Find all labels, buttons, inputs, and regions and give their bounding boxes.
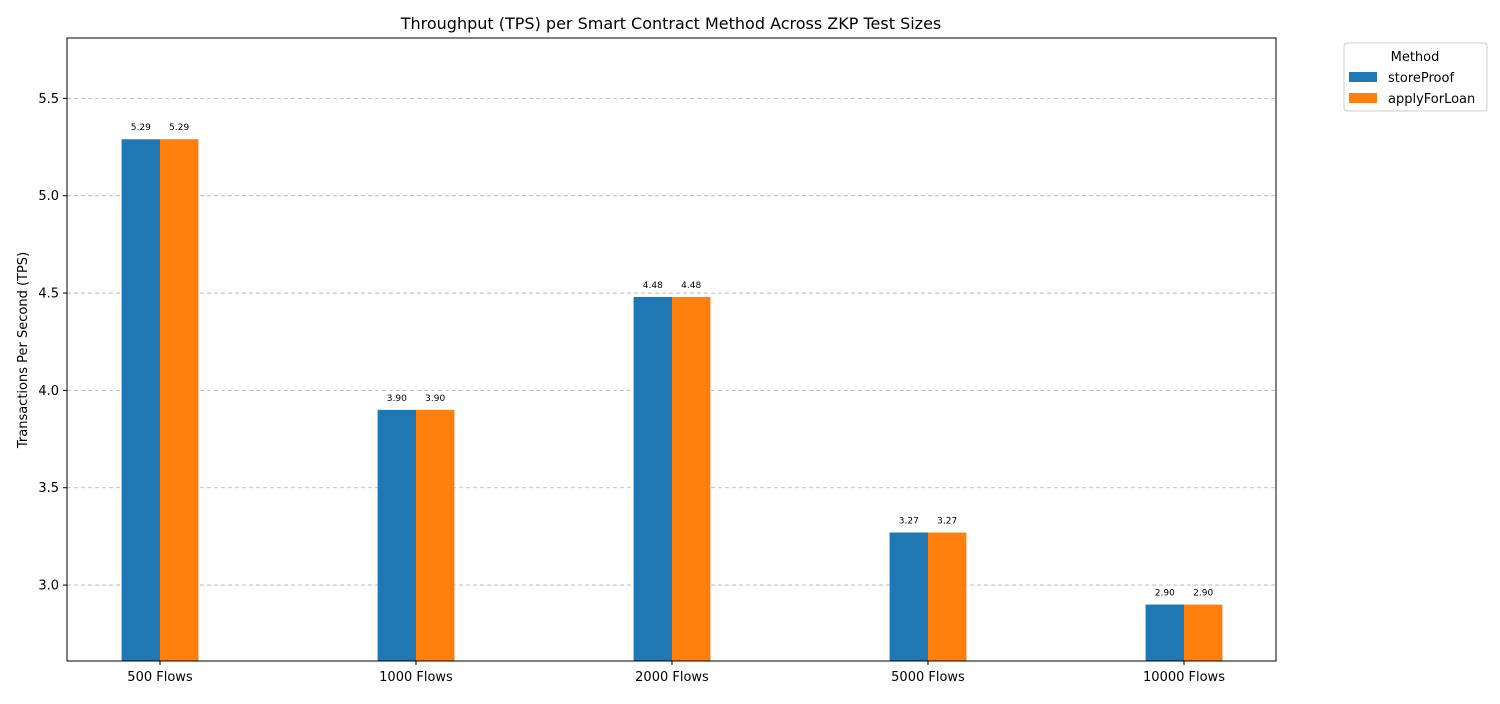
x-tick-label: 2000 Flows — [635, 670, 709, 685]
y-tick-label: 4.0 — [38, 384, 59, 399]
x-axis: 500 Flows 1000 Flows 2000 Flows 5000 Flows 1… — [127, 661, 1225, 685]
y-tick-label: 4.5 — [38, 287, 59, 302]
data-labels: 5.29 5.29 3.90 3.90 4.48 4.48 3.27 3.27 2.90 2.90 — [131, 123, 1214, 598]
data-label: 2.90 — [1193, 589, 1213, 599]
bar-storeproof — [889, 532, 928, 661]
data-label: 4.48 — [681, 281, 701, 291]
bar-storeproof — [121, 139, 160, 662]
y-tick-label: 3.5 — [38, 481, 59, 496]
bar-applyforloan — [160, 139, 199, 662]
bar-storeproof — [377, 409, 416, 661]
data-label: 3.90 — [387, 394, 407, 404]
y-axis-label: Transactions Per Second (TPS) — [16, 252, 31, 449]
data-label: 3.27 — [899, 517, 919, 527]
x-tick-label: 10000 Flows — [1143, 670, 1225, 685]
x-tick-label: 500 Flows — [127, 670, 193, 685]
legend-label-applyforloan: applyForLoan — [1388, 92, 1475, 107]
legend-title: Method — [1391, 50, 1440, 65]
legend: Method storeProof applyForLoan — [1343, 42, 1488, 112]
bar-storeproof — [633, 296, 672, 661]
legend-swatch-applyforloan — [1349, 93, 1377, 103]
bar-applyforloan — [672, 296, 711, 661]
data-label: 5.29 — [169, 123, 189, 133]
data-label: 4.48 — [643, 281, 663, 291]
legend-box — [1343, 42, 1488, 112]
bar-applyforloan — [416, 409, 455, 661]
y-axis: 3.0 3.5 4.0 4.5 5.0 5.5 — [38, 92, 67, 594]
legend-label-storeproof: storeProof — [1388, 71, 1454, 86]
chart-title: Throughput (TPS) per Smart Contract Meth… — [400, 14, 942, 33]
bar-storeproof — [1145, 604, 1184, 661]
data-label: 3.27 — [937, 517, 957, 527]
data-label: 2.90 — [1155, 589, 1175, 599]
y-tick-label: 5.0 — [38, 189, 59, 204]
data-label: 3.90 — [425, 394, 445, 404]
legend-swatch-storeproof — [1349, 72, 1377, 82]
bar-applyforloan — [1184, 604, 1223, 661]
y-tick-label: 3.0 — [38, 579, 59, 594]
data-label: 5.29 — [131, 123, 151, 133]
x-tick-label: 5000 Flows — [891, 670, 965, 685]
bars — [121, 139, 1223, 662]
bar-applyforloan — [928, 532, 967, 661]
y-tick-label: 5.5 — [38, 92, 59, 107]
x-tick-label: 1000 Flows — [379, 670, 453, 685]
